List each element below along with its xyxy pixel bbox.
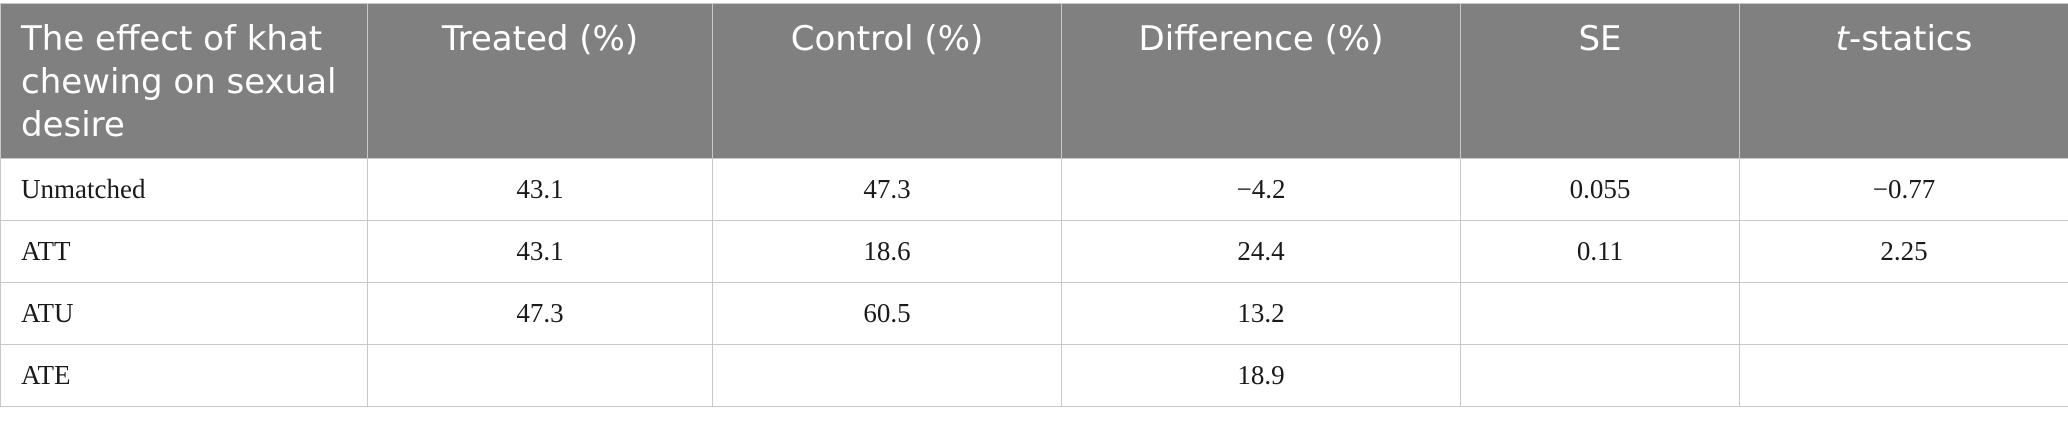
cell-t-statics: −0.77	[1739, 158, 2068, 221]
cell-t-statics	[1739, 282, 2068, 345]
cell-label: ATE	[0, 344, 368, 407]
table-row-ate: ATE 18.9	[0, 344, 2068, 407]
header-difference: Difference (%)	[1061, 3, 1461, 159]
cell-difference: −4.2	[1061, 158, 1461, 221]
cell-treated: 43.1	[367, 220, 713, 283]
table-row-atu: ATU 47.3 60.5 13.2	[0, 282, 2068, 345]
cell-t-statics: 2.25	[1739, 220, 2068, 283]
cell-control: 47.3	[712, 158, 1062, 221]
cell-treated: 43.1	[367, 158, 713, 221]
cell-label: ATU	[0, 282, 368, 345]
table-header: The effect of khat chewing on sexual des…	[0, 3, 2068, 159]
cell-control	[712, 344, 1062, 407]
table-row-unmatched: Unmatched 43.1 47.3 −4.2 0.055 −0.77	[0, 158, 2068, 221]
cell-se: 0.055	[1460, 158, 1740, 221]
cell-se: 0.11	[1460, 220, 1740, 283]
cell-treated: 47.3	[367, 282, 713, 345]
cell-treated	[367, 344, 713, 407]
cell-label: ATT	[0, 220, 368, 283]
header-t-letter: t	[1835, 19, 1849, 59]
table-body: Unmatched 43.1 47.3 −4.2 0.055 −0.77 ATT…	[0, 158, 2068, 407]
header-treated: Treated (%)	[367, 3, 713, 159]
header-t-suffix: -statics	[1849, 19, 1973, 59]
cell-control: 60.5	[712, 282, 1062, 345]
cell-control: 18.6	[712, 220, 1062, 283]
table-row-att: ATT 43.1 18.6 24.4 0.11 2.25	[0, 220, 2068, 283]
cell-difference: 13.2	[1061, 282, 1461, 345]
header-control: Control (%)	[712, 3, 1062, 159]
cell-difference: 18.9	[1061, 344, 1461, 407]
cell-t-statics	[1739, 344, 2068, 407]
header-effect: The effect of khat chewing on sexual des…	[0, 3, 368, 159]
cell-label: Unmatched	[0, 158, 368, 221]
cell-difference: 24.4	[1061, 220, 1461, 283]
header-se: SE	[1460, 3, 1740, 159]
cell-se	[1460, 282, 1740, 345]
results-table: The effect of khat chewing on sexual des…	[0, 3, 2068, 407]
cell-se	[1460, 344, 1740, 407]
header-row: The effect of khat chewing on sexual des…	[0, 3, 2068, 159]
header-t-statics: t-statics	[1739, 3, 2068, 159]
